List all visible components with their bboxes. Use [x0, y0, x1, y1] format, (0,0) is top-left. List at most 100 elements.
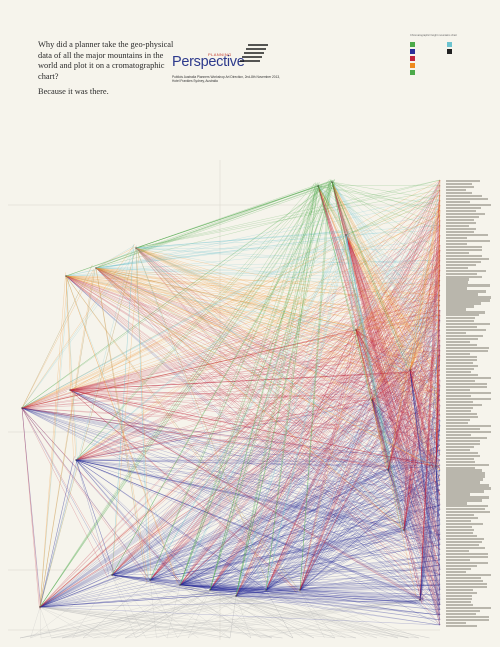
- name-list-line: [446, 481, 480, 484]
- peak-marker: [317, 185, 319, 187]
- name-list-line: [446, 347, 489, 350]
- brand-small-text: PLANNING: [208, 52, 232, 57]
- name-list-line: [446, 359, 477, 362]
- name-list-line: [446, 290, 486, 293]
- legend-row: [410, 55, 492, 62]
- name-list-line: [446, 418, 470, 421]
- peak-marker: [299, 589, 301, 591]
- name-list-line: [446, 430, 491, 433]
- name-list-line: [446, 424, 491, 427]
- name-list-line: [446, 344, 477, 347]
- name-list-line: [446, 559, 470, 562]
- name-list-line: [446, 535, 477, 538]
- name-list-line: [446, 547, 485, 550]
- name-list-line: [446, 573, 491, 577]
- peak-marker: [387, 469, 389, 471]
- name-list-line: [446, 493, 470, 496]
- name-list-line: [446, 517, 478, 520]
- name-list-line: [446, 532, 473, 535]
- name-list-line: [446, 329, 486, 332]
- chart-gridlines: [8, 160, 440, 640]
- peak-marker: [403, 529, 405, 531]
- name-list-line: [446, 621, 466, 624]
- name-list-line: [446, 415, 478, 418]
- stripes-logo-icon: [240, 44, 268, 62]
- headline-answer: Because it was there.: [38, 87, 109, 96]
- legend-title: Chromatographic height mountains chart: [410, 34, 457, 37]
- name-list-line: [446, 302, 481, 305]
- name-list-line: [446, 185, 474, 189]
- name-list-line: [446, 397, 491, 401]
- peak-marker: [419, 599, 421, 601]
- name-list-line: [446, 400, 473, 404]
- name-list-line: [446, 269, 486, 272]
- name-list-line: [446, 624, 477, 627]
- name-list-line: [446, 597, 472, 600]
- name-list-line: [446, 451, 478, 454]
- name-list-line: [446, 520, 471, 523]
- name-list-line: [446, 591, 477, 595]
- chart-fan-lines: [19, 178, 441, 639]
- name-list-line: [446, 439, 480, 442]
- name-list-line: [446, 335, 483, 338]
- name-list-line: [446, 299, 490, 302]
- name-list-line: [446, 200, 470, 204]
- name-list-line: [446, 191, 472, 195]
- name-list-line: [446, 442, 480, 445]
- name-list-line: [446, 332, 466, 335]
- legend-swatch-green: [410, 41, 415, 47]
- name-list-line: [446, 406, 473, 409]
- name-list-line: [446, 460, 475, 463]
- name-list-line: [446, 182, 472, 186]
- peak-marker: [135, 247, 137, 249]
- brand-caption: Publicis Australia Planners Workshop Art…: [172, 75, 281, 84]
- peak-marker: [39, 606, 41, 608]
- name-list-line: [446, 224, 469, 227]
- name-list-line: [446, 394, 471, 398]
- name-list-line: [446, 254, 482, 257]
- name-list-line: [446, 382, 487, 386]
- peak-marker: [371, 399, 373, 401]
- name-list-line: [446, 362, 473, 365]
- name-list-line: [446, 215, 479, 218]
- name-list-line: [446, 326, 477, 329]
- name-list-line: [446, 293, 478, 296]
- peak-marker: [235, 595, 237, 597]
- brand-name: Perspective: [172, 54, 245, 70]
- name-list-line: [446, 499, 482, 502]
- name-list-line: [446, 427, 480, 430]
- name-list-line: [446, 284, 490, 287]
- name-list-line: [446, 514, 474, 517]
- name-list-line: [446, 218, 474, 221]
- name-list-line: [446, 227, 476, 230]
- peak-marker: [209, 589, 211, 591]
- legend-row: [410, 62, 492, 69]
- peak-marker: [331, 181, 333, 183]
- legend-row: [410, 48, 492, 55]
- name-list-line: [446, 609, 480, 612]
- name-list-line: [446, 317, 475, 320]
- legend-swatch-blue: [410, 48, 415, 54]
- name-list-line: [446, 478, 483, 481]
- name-list-line: [446, 212, 485, 216]
- name-list-line: [446, 188, 466, 192]
- name-list-line: [446, 556, 488, 559]
- name-list-line: [446, 484, 489, 487]
- name-list-line: [446, 278, 469, 281]
- name-list-line: [446, 567, 471, 571]
- name-list-line: [446, 529, 474, 532]
- name-list-line: [446, 603, 473, 606]
- peak-marker: [149, 579, 151, 581]
- name-list-line: [446, 409, 471, 412]
- name-list-line: [446, 230, 474, 233]
- legend-swatch-cyan: [447, 41, 452, 47]
- name-list-line: [446, 287, 467, 290]
- name-list-line: [446, 275, 482, 278]
- name-list-line: [446, 564, 477, 568]
- name-list-line: [446, 403, 482, 407]
- name-list-line: [446, 466, 475, 469]
- legend-swatch-red: [410, 55, 415, 61]
- name-list-line: [446, 251, 469, 254]
- name-list-line: [446, 272, 477, 275]
